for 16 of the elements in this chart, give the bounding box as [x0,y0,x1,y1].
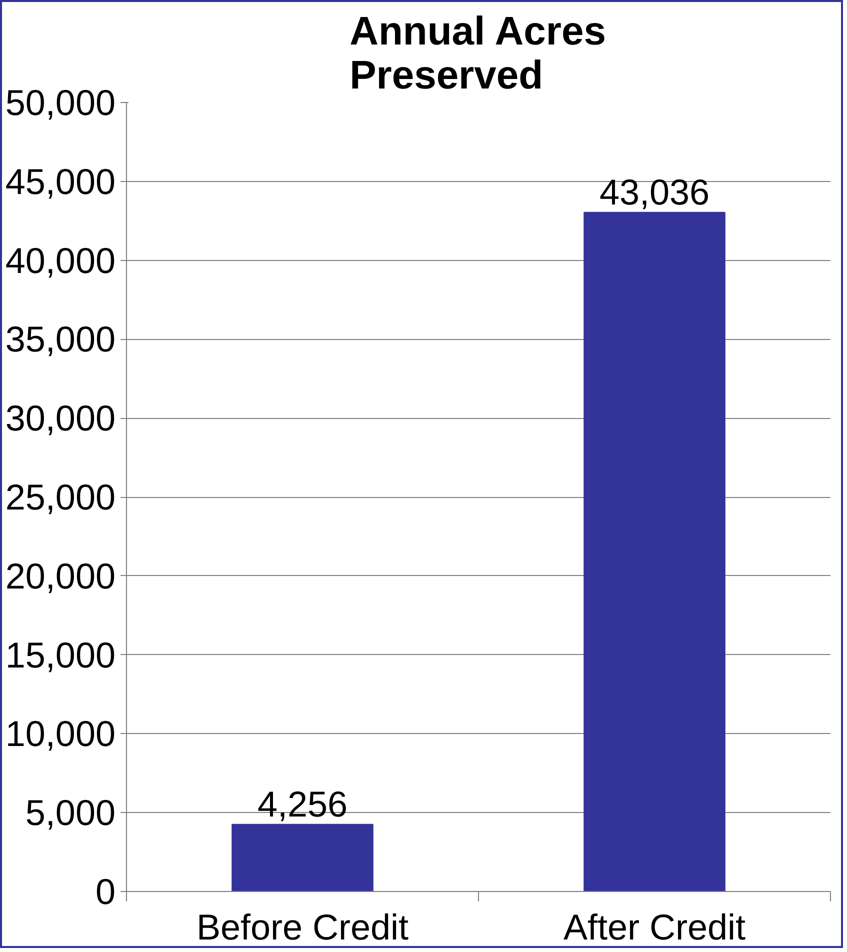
y-tick-label: 50,000 [5,82,116,123]
y-tick-label: 5,000 [25,792,116,834]
y-tick-label: 20,000 [5,555,116,596]
y-tick-label: 0 [95,871,116,912]
x-tick-label: Before Credit [196,906,409,948]
y-tick-label: 25,000 [5,476,116,518]
y-tick-label: 15,000 [5,634,116,676]
y-tick-label: 10,000 [5,713,116,754]
x-tick-label: After Credit [563,906,746,948]
chart-title: Annual Acres Preserved [350,10,606,98]
y-tick-label: 45,000 [5,160,116,202]
y-tick-label: 35,000 [5,318,116,360]
y-tick-label: 40,000 [5,240,116,281]
data-label: 4,256 [257,783,348,824]
data-label: 43,036 [599,171,710,212]
y-tick-label: 30,000 [5,398,116,439]
